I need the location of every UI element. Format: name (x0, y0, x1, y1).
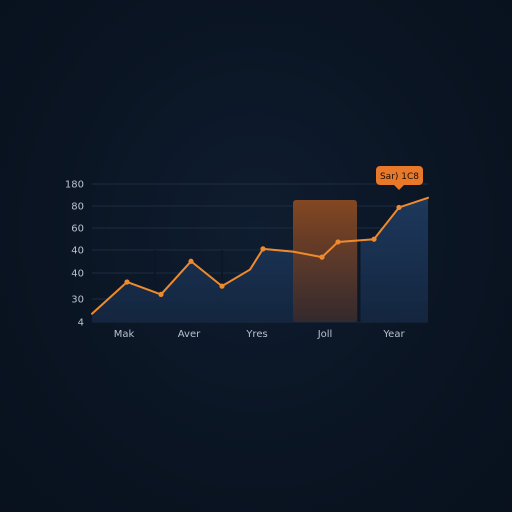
area-fill (92, 197, 428, 322)
data-point (158, 291, 164, 297)
data-point (319, 254, 325, 260)
y-tick-label: 60 (71, 224, 84, 235)
y-tick-label: 30 (71, 295, 84, 306)
data-point (260, 246, 266, 252)
y-tick-label: 4 (78, 318, 84, 329)
area-path (92, 197, 428, 322)
data-point (371, 236, 377, 242)
x-category-label: Joll (317, 329, 333, 340)
data-point (188, 258, 194, 264)
data-point (396, 204, 402, 211)
data-point (335, 239, 341, 245)
x-category-label: Aver (178, 329, 201, 340)
highlight-band (293, 200, 361, 322)
data-point (124, 279, 130, 285)
callout-box (376, 166, 423, 185)
y-axis-ticks: 180 80 60 40 40 30 4 (65, 180, 84, 329)
highlight-rect (293, 200, 357, 322)
y-tick-label: 180 (65, 180, 84, 191)
callout-pointer (394, 185, 404, 190)
x-category-label: Year (382, 329, 405, 340)
callout-label: Sar) 1C8 (380, 172, 419, 182)
y-tick-label: 40 (71, 246, 84, 257)
y-tick-label: 40 (71, 269, 84, 280)
x-category-label: Yres (245, 329, 267, 340)
data-point (219, 283, 225, 289)
x-category-label: Mak (114, 329, 135, 340)
y-tick-label: 80 (71, 202, 84, 213)
value-callout: Sar) 1C8 (376, 166, 423, 190)
x-axis-labels: Mak Aver Yres Joll Year (114, 329, 406, 340)
data-points (124, 204, 402, 297)
